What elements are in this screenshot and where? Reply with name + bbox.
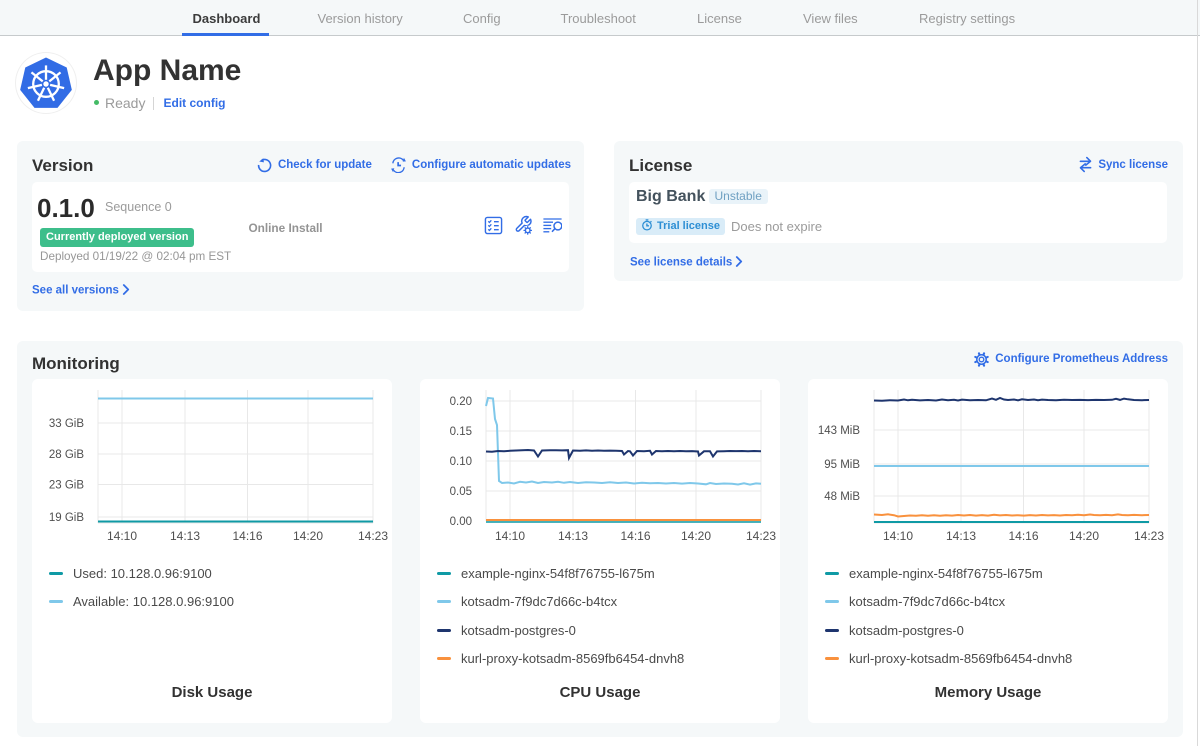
svg-text:14:10: 14:10: [107, 529, 137, 543]
svg-text:14:13: 14:13: [946, 529, 976, 543]
svg-text:33 GiB: 33 GiB: [49, 418, 84, 430]
svg-text:0.20: 0.20: [450, 396, 472, 408]
svg-text:14:20: 14:20: [1069, 529, 1099, 543]
svg-text:14:20: 14:20: [293, 529, 323, 543]
svg-text:0.05: 0.05: [450, 486, 472, 498]
svg-text:14:23: 14:23: [746, 529, 776, 543]
svg-text:14:16: 14:16: [620, 529, 650, 543]
svg-text:14:10: 14:10: [883, 529, 913, 543]
svg-text:95 MiB: 95 MiB: [824, 459, 860, 471]
svg-text:14:23: 14:23: [1134, 529, 1164, 543]
svg-text:143 MiB: 143 MiB: [818, 425, 861, 437]
svg-text:14:13: 14:13: [558, 529, 588, 543]
svg-text:14:20: 14:20: [681, 529, 711, 543]
svg-text:14:10: 14:10: [495, 529, 525, 543]
svg-text:19 GiB: 19 GiB: [49, 512, 84, 524]
svg-text:14:16: 14:16: [232, 529, 262, 543]
svg-text:0.00: 0.00: [450, 516, 472, 528]
svg-text:48 MiB: 48 MiB: [824, 491, 860, 503]
svg-text:28 GiB: 28 GiB: [49, 449, 84, 461]
svg-text:23 GiB: 23 GiB: [49, 480, 84, 492]
svg-text:0.10: 0.10: [450, 456, 472, 468]
svg-text:14:16: 14:16: [1008, 529, 1038, 543]
svg-text:0.15: 0.15: [450, 426, 472, 438]
svg-text:14:13: 14:13: [170, 529, 200, 543]
svg-text:14:23: 14:23: [358, 529, 388, 543]
